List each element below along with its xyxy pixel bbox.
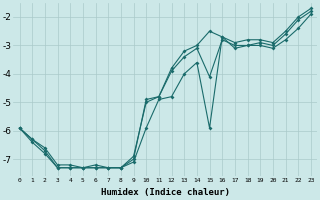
X-axis label: Humidex (Indice chaleur): Humidex (Indice chaleur) <box>101 188 230 197</box>
